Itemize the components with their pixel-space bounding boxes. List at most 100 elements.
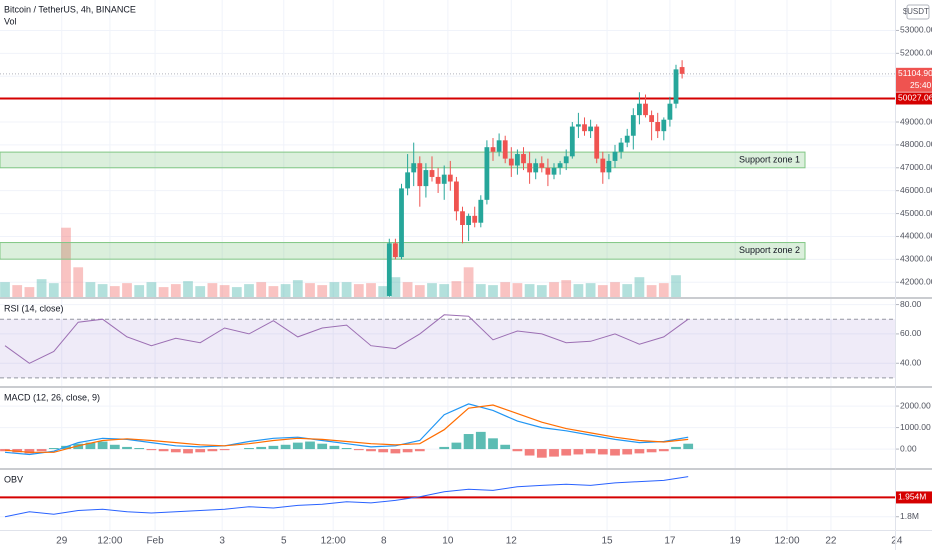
histogram-bar — [48, 448, 59, 450]
histogram-bar — [634, 449, 645, 454]
support-zone-label: Support zone 1 — [739, 154, 800, 164]
volume-bar — [427, 283, 437, 297]
volume-bar — [500, 282, 511, 297]
volume-bar — [353, 284, 364, 297]
x-tick-label: 10 — [442, 536, 454, 547]
volume-bar — [170, 284, 181, 297]
histogram-bar — [134, 448, 145, 450]
x-tick-label: Feb — [146, 536, 164, 547]
volume-bar — [597, 285, 608, 297]
candle-body — [630, 115, 636, 136]
volume-bar — [109, 286, 120, 297]
x-tick-label: 22 — [825, 536, 837, 547]
candle-body — [539, 163, 545, 168]
volume-bar — [610, 282, 620, 297]
histogram-bar — [146, 449, 157, 451]
countdown: 25:40 — [910, 80, 932, 90]
volume-bar — [280, 284, 291, 297]
volume-bar — [439, 284, 450, 297]
candle-body — [521, 154, 526, 164]
volume-bar — [671, 275, 681, 297]
histogram-bar — [122, 446, 132, 450]
line — [4, 404, 689, 453]
volume-bar — [488, 285, 498, 297]
volume-bar — [134, 285, 145, 297]
volume-bar — [146, 282, 157, 297]
y-tick-label: 1000.00 — [900, 422, 931, 432]
x-tick-label: 12:00 — [97, 536, 122, 547]
volume-bar — [85, 282, 96, 297]
candle-body — [637, 103, 642, 116]
histogram-bar — [109, 444, 120, 450]
volume-bar — [305, 283, 315, 297]
candle-body — [582, 124, 587, 132]
histogram-bar — [524, 449, 535, 456]
volume-bar — [366, 283, 376, 297]
volume-bar — [536, 285, 547, 297]
volume-bar — [0, 282, 10, 297]
volume-bar — [207, 283, 218, 297]
volume-bar — [573, 284, 584, 297]
candle-body — [411, 163, 417, 173]
volume-bar — [475, 284, 486, 297]
x-tick-label: 15 — [602, 536, 614, 547]
histogram-bar — [402, 449, 413, 453]
chart-title: Bitcoin / TetherUS, 4h, BINANCE — [4, 4, 136, 14]
candle-body — [454, 181, 459, 212]
y-tick-label: 44000.00 — [900, 231, 932, 241]
histogram-bar — [280, 444, 291, 450]
candle-body — [588, 126, 594, 132]
candle-body — [527, 163, 533, 173]
x-tick-label: 12:00 — [775, 536, 800, 547]
volume-bar — [292, 280, 303, 297]
x-tick-label: 17 — [664, 536, 676, 547]
y-tick-label: 48000.00 — [900, 139, 932, 149]
histogram-bar — [585, 449, 596, 454]
histogram-bar — [256, 446, 267, 450]
candle-body — [386, 243, 392, 296]
histogram-bar — [390, 449, 401, 454]
volume-bar — [451, 281, 462, 297]
candle-body — [472, 215, 478, 223]
histogram-bar — [610, 449, 620, 456]
histogram-bar — [671, 446, 681, 450]
volume-bar — [244, 284, 254, 297]
histogram-bar — [36, 449, 47, 452]
volume-bar — [122, 283, 132, 297]
candle-body — [679, 67, 685, 74]
volume-bar — [183, 281, 193, 297]
y-tick-label: 1.8M — [900, 511, 919, 521]
candle-body — [405, 172, 411, 189]
histogram-bar — [500, 444, 511, 450]
volume-bar — [61, 227, 71, 297]
candle-body — [557, 163, 563, 168]
candle-body — [673, 69, 679, 104]
histogram-bar — [195, 449, 206, 453]
histogram-bar — [658, 449, 669, 452]
histogram-bar — [573, 449, 584, 455]
volume-bar — [317, 285, 328, 297]
horizontal-line-label: 1.954M — [898, 492, 926, 502]
y-tick-label: 2000.00 — [900, 400, 931, 410]
y-tick-label: 80.00 — [900, 299, 922, 309]
horizontal-line-label: 50027.06 — [898, 93, 932, 103]
volume-bar — [48, 283, 59, 297]
histogram-bar — [353, 449, 364, 451]
volume-bar — [219, 285, 230, 297]
currency-symbol: $ — [903, 7, 908, 16]
candle-body — [649, 115, 655, 123]
volume-title: Vol — [4, 16, 17, 26]
y-tick-label: 47000.00 — [900, 162, 932, 172]
candle-body — [441, 174, 447, 184]
volume-bar — [341, 282, 352, 297]
histogram-bar — [170, 449, 181, 453]
histogram-bar — [244, 448, 254, 450]
y-tick-label: 42000.00 — [900, 276, 932, 286]
volume-bar — [329, 282, 340, 297]
x-tick-label: 3 — [219, 536, 225, 547]
candle-body — [624, 135, 630, 143]
histogram-bar — [158, 449, 169, 452]
volume-bar — [658, 283, 669, 297]
candle-body — [399, 188, 404, 258]
obv-title: OBV — [4, 474, 23, 484]
